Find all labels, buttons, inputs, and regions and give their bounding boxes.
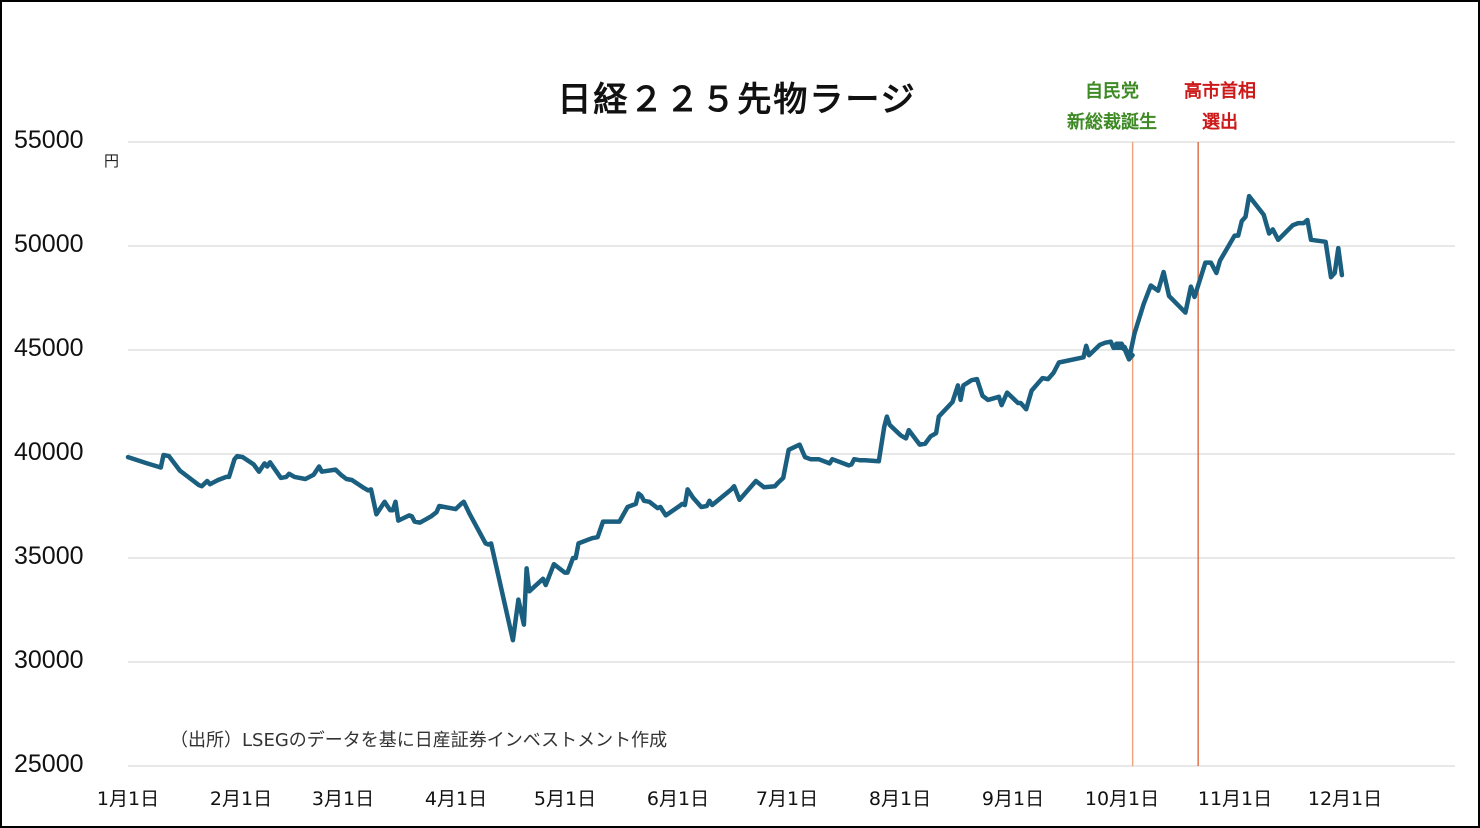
annotation-ldp-line2: 新総裁誕生 [1067,112,1157,133]
source-note: （出所）LSEGのデータを基に日産証券インベストメント作成 [170,730,668,751]
y-tick-40000: 40000 [14,438,84,466]
x-tick-oct: 10月1日 [1084,788,1160,810]
annotation-ldp-new-president: 自民党 新総裁誕生 [1050,76,1174,138]
x-tick-sep: 9月1日 [981,788,1045,810]
x-tick-jan: 1月1日 [96,788,160,810]
chart-title-text: 日経２２５先物ラージ [557,80,917,120]
futures-price-line [125,193,1345,643]
x-tick-mar: 3月1日 [311,788,375,810]
y-tick-30000: 30000 [14,646,84,674]
x-tick-aug: 8月1日 [868,788,932,810]
y-tick-25000: 25000 [14,750,84,778]
annotation-ldp-line1: 自民党 [1085,81,1139,102]
annotation-takaichi-line1: 高市首相 [1184,81,1256,102]
gridlines [128,141,1455,767]
y-tick-35000: 35000 [14,542,84,570]
x-tick-may: 5月1日 [533,788,597,810]
annotation-lines [1131,142,1199,766]
x-tick-feb: 2月1日 [209,788,273,810]
x-tick-apr: 4月1日 [424,788,488,810]
chart-title: 日経２２５先物ラージ [0,72,1480,121]
x-tick-jun: 6月1日 [646,788,710,810]
annotation-takaichi-pm-elected: 高市首相 選出 [1170,76,1270,138]
y-tick-45000: 45000 [14,334,84,362]
x-tick-nov: 11月1日 [1197,788,1273,810]
y-axis-unit: 円 [104,152,120,170]
annotation-takaichi-line2: 選出 [1202,112,1238,133]
x-tick-dec: 12月1日 [1307,788,1383,810]
x-tick-jul: 7月1日 [755,788,819,810]
y-tick-55000: 55000 [14,126,84,154]
y-tick-50000: 50000 [14,230,84,258]
